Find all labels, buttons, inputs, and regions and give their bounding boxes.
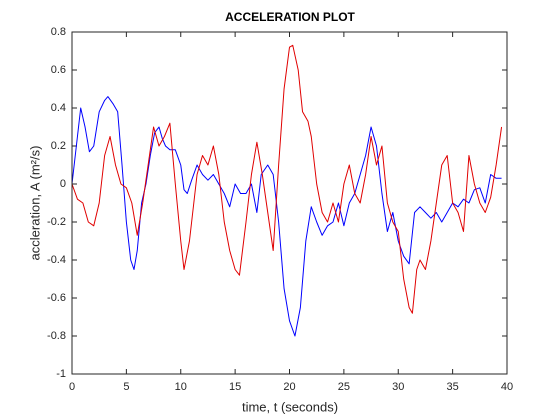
x-tick-label: 35 — [447, 381, 459, 393]
x-tick-label: 30 — [392, 381, 404, 393]
y-tick-label: -0.2 — [47, 216, 66, 228]
y-tick-label: 0.6 — [51, 64, 66, 76]
y-tick-label: -1 — [56, 368, 66, 380]
x-tick-label: 5 — [123, 381, 129, 393]
x-tick-label: 40 — [501, 381, 513, 393]
x-tick-label: 25 — [338, 381, 350, 393]
y-tick-label: 0.2 — [51, 140, 66, 152]
y-axis-label: accleration, A (m²/s) — [27, 146, 42, 261]
y-tick-label: 0 — [60, 178, 66, 190]
y-tick-label: 0.4 — [51, 102, 66, 114]
y-tick-label: -0.4 — [47, 254, 66, 266]
x-tick-label: 15 — [229, 381, 241, 393]
x-tick-label: 10 — [175, 381, 187, 393]
y-tick-label: -0.6 — [47, 292, 66, 304]
axes-box — [71, 31, 508, 375]
y-tick-label: 0.8 — [51, 26, 66, 38]
x-tick-label: 0 — [69, 381, 75, 393]
chart-title: ACCELERATION PLOT — [225, 10, 355, 24]
x-axis-label: time, t (seconds) — [242, 399, 338, 414]
data-line — [71, 96, 502, 337]
x-tick-label: 20 — [283, 381, 295, 393]
data-line — [71, 44, 503, 314]
y-tick-label: -0.8 — [47, 330, 66, 342]
